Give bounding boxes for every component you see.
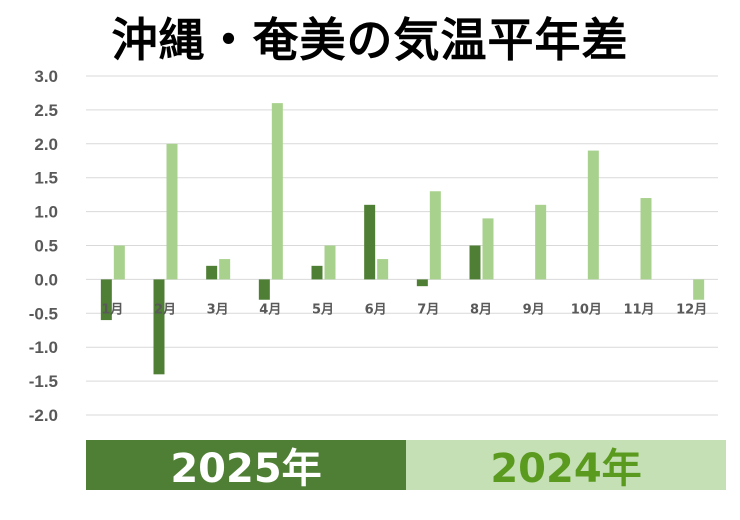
y-tick-label: 2.0 bbox=[34, 135, 58, 154]
bar bbox=[324, 245, 336, 280]
y-tick-label: -2.0 bbox=[29, 406, 58, 425]
bar bbox=[364, 204, 376, 280]
bar bbox=[219, 259, 231, 280]
bar bbox=[429, 191, 441, 280]
chart-plot: 3.0 2.5 2.0 1.5 1.0 0.5 0.0 -0.5 -1.0 -1.5 -2.0 1月 2… bbox=[29, 67, 718, 425]
legend-2024-label: 2024年 bbox=[490, 446, 642, 492]
bar bbox=[311, 265, 323, 280]
y-tick-label: 0.0 bbox=[34, 270, 58, 289]
bar bbox=[271, 103, 283, 280]
x-tick-label: 4月 bbox=[259, 302, 281, 317]
bar bbox=[416, 279, 428, 287]
x-tick-label: 3月 bbox=[207, 302, 229, 317]
x-tick-label: 5月 bbox=[312, 302, 334, 317]
bar bbox=[693, 279, 705, 300]
bar bbox=[377, 259, 389, 280]
bar bbox=[482, 218, 494, 280]
y-tick-label: -1.5 bbox=[29, 372, 58, 391]
bar bbox=[166, 143, 178, 280]
bar bbox=[587, 150, 599, 280]
y-tick-label: -0.5 bbox=[29, 304, 58, 323]
bar bbox=[100, 279, 112, 321]
x-tick-label: 11月 bbox=[623, 302, 654, 317]
y-tick-label: 1.0 bbox=[34, 203, 58, 222]
chart-title: 沖縄・奄美の気温平年差 bbox=[111, 13, 629, 67]
y-tick-label: 0.5 bbox=[34, 237, 58, 256]
x-tick-label: 9月 bbox=[523, 302, 545, 317]
bar bbox=[535, 204, 547, 280]
bar bbox=[469, 245, 481, 280]
y-tick-label: 3.0 bbox=[34, 67, 58, 86]
bar bbox=[153, 279, 165, 375]
x-tick-label: 12月 bbox=[676, 302, 707, 317]
x-tick-label: 2月 bbox=[154, 302, 176, 317]
y-tick-label: 2.5 bbox=[34, 101, 58, 120]
legend-2025: 2025年 bbox=[86, 440, 406, 492]
legend-2024: 2024年 bbox=[406, 440, 726, 492]
x-tick-label: 1月 bbox=[101, 302, 123, 317]
bar bbox=[206, 265, 218, 280]
x-tick-label: 6月 bbox=[365, 302, 387, 317]
y-tick-label: 1.5 bbox=[34, 169, 58, 188]
y-tick-label: -1.0 bbox=[29, 338, 58, 357]
x-tick-label: 8月 bbox=[470, 302, 492, 317]
legend-2025-label: 2025年 bbox=[170, 446, 322, 492]
bar bbox=[258, 279, 270, 300]
x-tick-label: 10月 bbox=[571, 302, 602, 317]
x-tick-label: 7月 bbox=[417, 302, 439, 317]
bar bbox=[113, 245, 125, 280]
bar bbox=[640, 198, 652, 280]
